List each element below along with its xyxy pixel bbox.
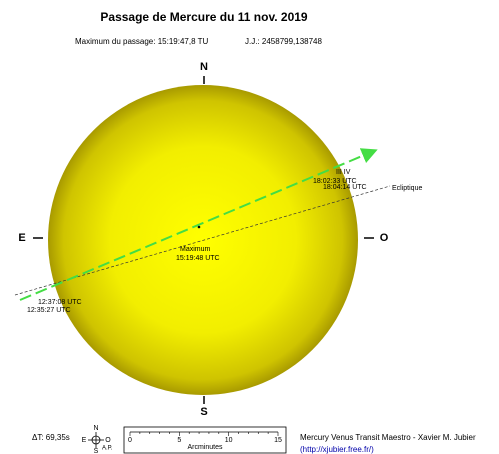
scale-tick-label: 15: [274, 437, 282, 444]
compass-s: S: [94, 448, 99, 454]
delta-t: ΔT: 69,35s: [32, 433, 70, 442]
title: Passage de Mercure du 11 nov. 2019: [100, 10, 308, 24]
compass-n: N: [93, 425, 98, 432]
scale-tick-label: 5: [177, 437, 181, 444]
maximum-label: Maximum: [180, 246, 211, 253]
compass-ap: A.P.: [102, 446, 113, 452]
url[interactable]: (http://xjubier.free.fr/): [300, 445, 374, 454]
maximum-point: [198, 226, 201, 229]
contact-time: 18:04:14 UTC: [323, 184, 367, 191]
scale-bar: 0 5 10 15: [128, 432, 282, 444]
scale-tick-label: 0: [128, 437, 132, 444]
julian-day: J.J.: 2458799,138748: [245, 37, 323, 46]
maximum-time: Maximum du passage: 15:19:47,8 TU: [75, 37, 208, 46]
transit-diagram: Passage de Mercure du 11 nov. 2019 Maxim…: [0, 0, 499, 454]
ecliptic-label: Ecliptique: [392, 185, 422, 192]
compass-o: O: [105, 437, 111, 444]
scale-tick-label: 10: [225, 437, 233, 444]
south: S: [200, 406, 207, 418]
contact-time: 12:37:08 UTC: [38, 299, 82, 306]
scale-unit: Arcminutes: [187, 444, 223, 451]
maximum-time-label: 15:19:48 UTC: [176, 255, 220, 262]
north: N: [200, 61, 208, 73]
compass-e: E: [82, 437, 87, 444]
credit: Mercury Venus Transit Maestro - Xavier M…: [300, 433, 476, 442]
west: O: [380, 232, 389, 244]
contact-label: III IV: [336, 169, 351, 176]
contact-time: 12:35:27 UTC: [27, 307, 71, 314]
east: E: [18, 232, 25, 244]
